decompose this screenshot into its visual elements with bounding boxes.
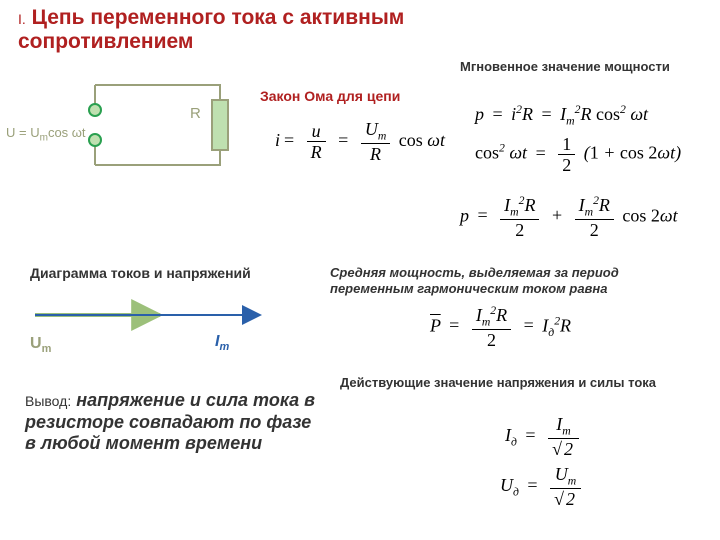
circuit-diagram — [80, 70, 240, 180]
avg-power-title: Средняя мощность, выделяемая за период п… — [330, 265, 700, 296]
formula-cos2: cos2 ωt = 12 (1 + cos 2ωt) — [475, 135, 681, 174]
instant-power-title: Мгновенное значение мощности — [460, 60, 680, 75]
im-label: Im — [215, 333, 229, 353]
conclusion: Вывод: напряжение и сила тока в резистор… — [25, 390, 325, 455]
um-label: Um — [30, 335, 51, 355]
title-main: Цепь переменного тока с активным сопроти… — [18, 6, 404, 53]
formula-p1: p = i2R = Im2R cos2 ωt — [475, 103, 648, 128]
conclusion-lead: Вывод: — [25, 393, 71, 409]
formula-ud: Uд = Um — [500, 465, 585, 508]
formula-p2: p = Im2R2 + Im2R2 cos 2ωt — [460, 195, 678, 239]
effective-title: Действующие значение напряжения и силы т… — [340, 375, 670, 391]
phasor-diagram — [30, 295, 290, 355]
ohm-law-title: Закон Ома для цепи — [260, 88, 400, 104]
title-roman: I. — [18, 11, 26, 27]
u-label: U = Umcos ωt — [6, 125, 86, 144]
formula-ohm: i= uR = UmR cos ωt — [275, 120, 445, 163]
formula-avg-power: P = Im2R2 = Iд2R — [430, 305, 571, 349]
formula-id: Iд = Im — [505, 415, 583, 458]
page-title: I. Цепь переменного тока с активным сопр… — [18, 6, 558, 54]
diagram-title: Диаграмма токов и напряжений — [30, 265, 251, 281]
